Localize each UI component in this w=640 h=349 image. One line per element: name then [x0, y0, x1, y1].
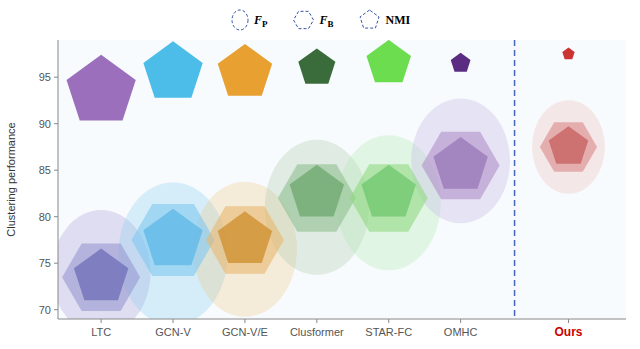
pentagon-mark — [549, 126, 589, 164]
x-axis-line — [58, 319, 626, 320]
marks — [58, 40, 605, 319]
pentagon-mark — [366, 40, 411, 82]
hexagon-mark — [131, 204, 214, 276]
legend-item: FP — [232, 10, 268, 30]
x-tick-label: OMHC — [444, 326, 478, 338]
pentagon-mark — [433, 137, 487, 189]
hexagon-mark — [350, 164, 428, 232]
y-tick — [54, 77, 58, 78]
legend: FPFBNMI — [232, 10, 411, 30]
pentagon-mark — [562, 47, 574, 59]
y-tick-label: 95 — [39, 71, 51, 83]
chart: 70 75 80 85 90 95 Clustering performance LTC GCN… — [0, 0, 640, 349]
legend-label-part: P — [262, 19, 268, 29]
x-tick-label: STAR-FC — [365, 326, 412, 338]
legend-label-part: B — [328, 19, 334, 29]
series-pentagon — [67, 40, 575, 121]
pentagon-mark — [362, 165, 416, 217]
y-tick-label: 90 — [39, 118, 51, 130]
x-tick-label: GCN-V/E — [222, 326, 268, 338]
ellipse-mark — [411, 98, 510, 223]
axes: 70 75 80 85 90 95 Clustering performance LTC GCN… — [5, 40, 626, 339]
hexagon-mark — [540, 122, 597, 172]
legend-symbol — [294, 11, 314, 28]
pentagon-mark — [74, 249, 128, 301]
pentagon-mark — [143, 41, 202, 97]
pentagon-mark — [218, 211, 272, 263]
legend-label: FP — [253, 13, 268, 29]
hexagon-mark — [278, 164, 356, 232]
y-tick — [54, 309, 58, 310]
legend-symbol — [232, 10, 248, 30]
legend-item: NMI — [360, 10, 410, 28]
pentagon-mark — [298, 48, 335, 83]
legend-label-part: F — [319, 13, 328, 27]
series-pentagon — [74, 126, 588, 300]
hexagon-mark — [422, 132, 500, 200]
legend-item: FB — [294, 11, 334, 29]
y-tick-label: 85 — [39, 164, 51, 176]
x-tick — [316, 319, 317, 323]
legend-label: FB — [319, 13, 334, 29]
y-tick-label: 80 — [39, 211, 51, 223]
x-tick — [568, 319, 569, 323]
y-tick — [54, 170, 58, 171]
y-tick — [54, 216, 58, 217]
x-tick-label: Clusformer — [290, 326, 344, 338]
pentagon-mark — [218, 44, 272, 96]
y-tick — [54, 263, 58, 264]
legend-symbol — [360, 10, 379, 28]
x-tick — [388, 319, 389, 323]
pentagon-mark — [290, 165, 344, 217]
pentagon-mark — [143, 209, 202, 265]
hexagon-mark — [206, 206, 284, 274]
separator — [514, 40, 516, 319]
x-tick-label: GCN-V — [155, 326, 191, 338]
x-tick-label: Ours — [554, 325, 582, 339]
y-axis-label: Clustering performance — [5, 122, 17, 236]
x-tick — [244, 319, 245, 323]
x-tick — [173, 319, 174, 323]
pentagon-mark — [451, 53, 471, 72]
pentagon-mark — [67, 55, 136, 121]
page: {"chart_data": { "type": "scatter", "cat… — [0, 0, 640, 349]
y-tick-label: 70 — [39, 304, 51, 316]
series-hexagon — [62, 122, 597, 311]
ellipse-mark — [532, 100, 605, 194]
x-tick — [101, 319, 102, 323]
legend-label-part: F — [253, 13, 262, 27]
y-axis-line — [58, 40, 59, 319]
series-ellipse — [58, 98, 605, 319]
x-tick — [460, 319, 461, 323]
x-tick-label: LTC — [91, 326, 111, 338]
hexagon-mark — [62, 243, 140, 311]
y-tick — [54, 123, 58, 124]
legend-label: NMI — [386, 13, 411, 27]
y-tick-label: 75 — [39, 257, 51, 269]
